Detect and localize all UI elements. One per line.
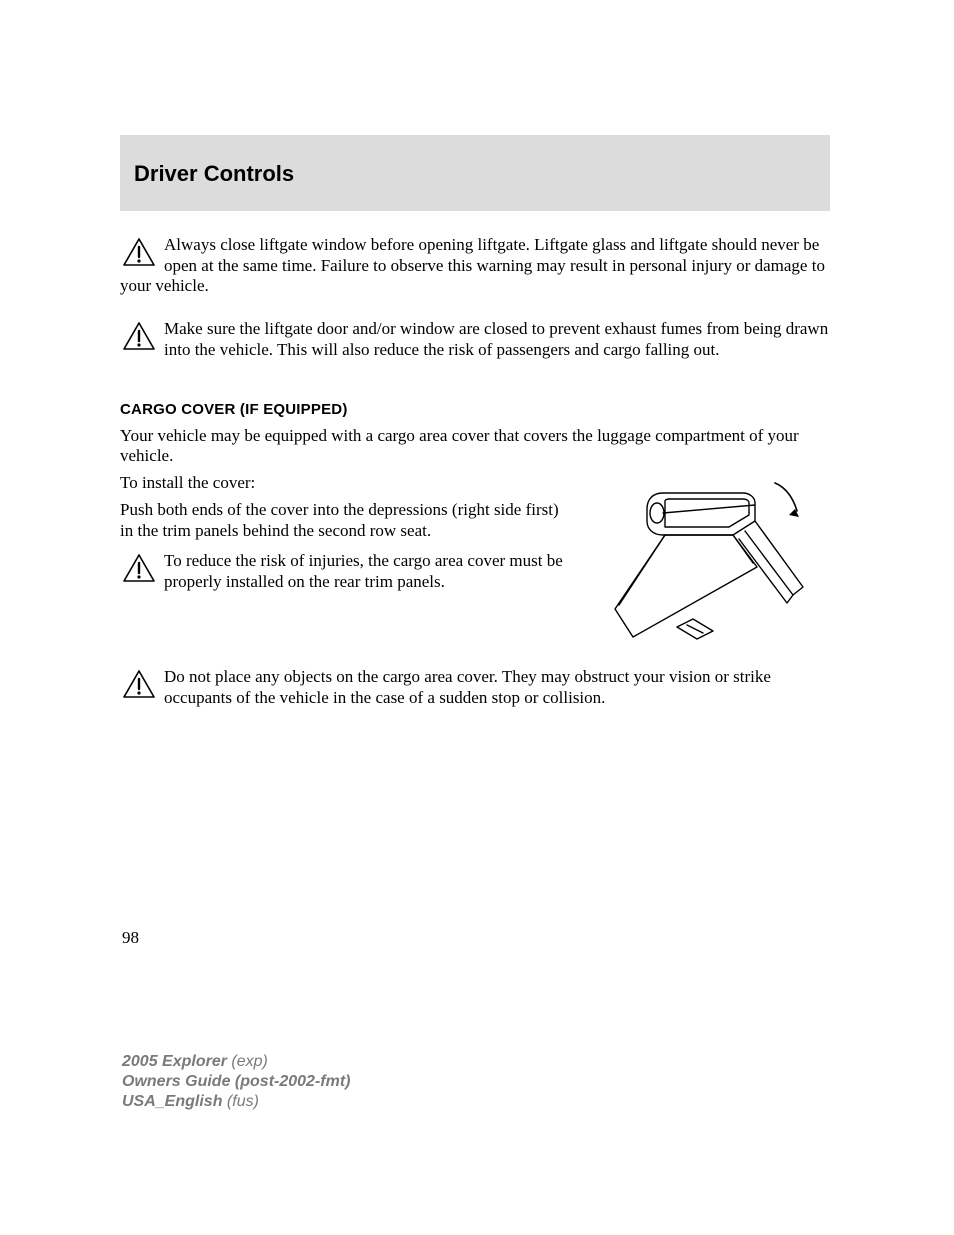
warning-icon bbox=[122, 321, 156, 351]
warning-icon bbox=[122, 669, 156, 699]
body-paragraph: Your vehicle may be equipped with a carg… bbox=[120, 426, 830, 467]
page-number: 98 bbox=[122, 928, 139, 948]
body-paragraph: Push both ends of the cover into the dep… bbox=[120, 500, 574, 541]
warning-block-install: To reduce the risk of injuries, the carg… bbox=[120, 551, 574, 592]
warning-text: Make sure the liftgate door and/or windo… bbox=[120, 319, 830, 360]
page-content: Driver Controls Always close liftgate wi… bbox=[120, 135, 830, 731]
warning-block-objects: Do not place any objects on the cargo ar… bbox=[120, 667, 830, 708]
warning-text: Always close liftgate window before open… bbox=[120, 235, 830, 297]
footer-line-3: USA_English (fus) bbox=[122, 1092, 350, 1112]
section-header-title: Driver Controls bbox=[134, 161, 816, 187]
warning-icon bbox=[122, 237, 156, 267]
right-column bbox=[590, 473, 830, 657]
left-column: To install the cover: Push both ends of … bbox=[120, 473, 574, 615]
body-paragraph: To install the cover: bbox=[120, 473, 574, 494]
footer-line-1: 2005 Explorer (exp) bbox=[122, 1052, 350, 1072]
section-heading-cargo-cover: CARGO COVER (IF EQUIPPED) bbox=[120, 401, 830, 418]
footer-lang-suffix: (fus) bbox=[222, 1093, 258, 1110]
footer-lang: USA_English bbox=[122, 1093, 222, 1110]
footer-model: 2005 Explorer bbox=[122, 1053, 227, 1070]
section-header-band: Driver Controls bbox=[120, 135, 830, 211]
two-column-row: To install the cover: Push both ends of … bbox=[120, 473, 830, 657]
cargo-cover-illustration bbox=[605, 477, 815, 657]
footer-line-2: Owners Guide (post-2002-fmt) bbox=[122, 1072, 350, 1092]
warning-block-liftgate-window: Always close liftgate window before open… bbox=[120, 235, 830, 297]
warning-icon bbox=[122, 553, 156, 583]
footer-block: 2005 Explorer (exp) Owners Guide (post-2… bbox=[122, 1052, 350, 1112]
warning-text: To reduce the risk of injuries, the carg… bbox=[120, 551, 574, 592]
warning-text: Do not place any objects on the cargo ar… bbox=[120, 667, 830, 708]
warning-block-exhaust: Make sure the liftgate door and/or windo… bbox=[120, 319, 830, 360]
footer-model-suffix: (exp) bbox=[227, 1053, 268, 1070]
